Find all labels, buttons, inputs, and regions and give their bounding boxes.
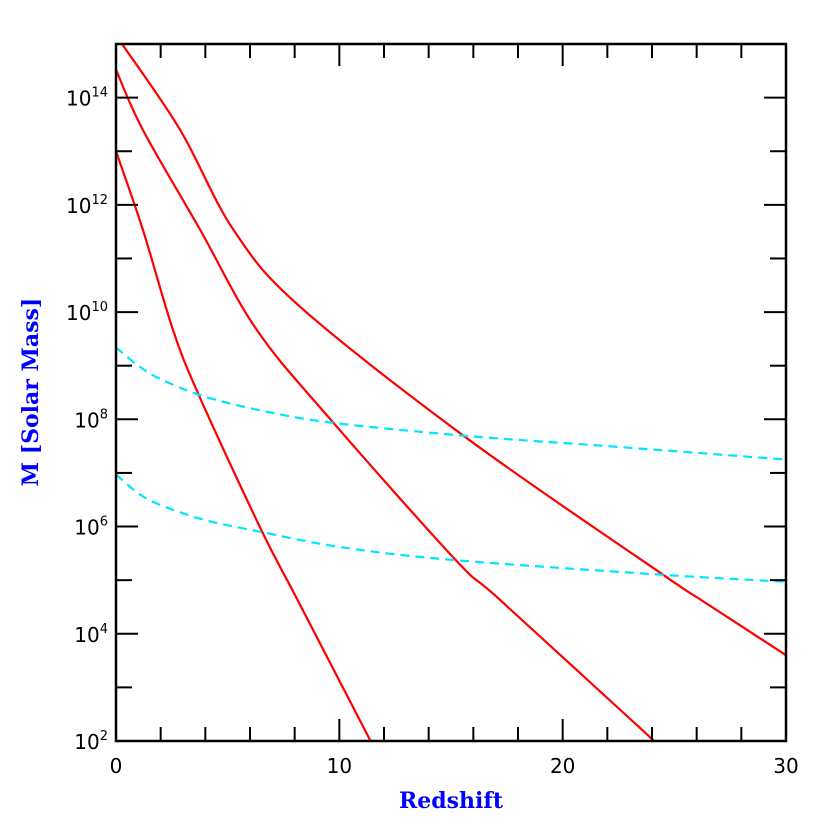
y-tick-label: 1012 <box>66 193 108 218</box>
ticks-group <box>115 43 787 742</box>
x-tick-label: 20 <box>550 754 575 778</box>
y-tick-label: 1014 <box>66 86 108 111</box>
series-line-2-solid <box>116 69 655 741</box>
y-tick-label: 106 <box>74 515 108 540</box>
x-axis-title: Redshift <box>399 788 504 814</box>
x-tick-label: 10 <box>327 754 352 778</box>
y-tick-label: 104 <box>74 622 108 647</box>
plot-frame <box>114 42 788 743</box>
x-tick-label: 0 <box>110 754 123 778</box>
y-tick-label: 108 <box>74 407 108 432</box>
series-line-3-solid <box>121 44 786 657</box>
tick-labels-group: 0 10 20 30 102 104 106 108 1010 1012 1014 <box>66 86 799 778</box>
y-tick-label: 102 <box>74 729 108 754</box>
series-line-1-solid <box>116 150 372 741</box>
series-group <box>116 44 786 741</box>
y-axis-title: M [Solar Mass] <box>18 298 44 487</box>
series-line-5-dashed <box>116 473 786 583</box>
x-tick-label: 30 <box>773 754 798 778</box>
y-tick-label: 1010 <box>66 300 108 325</box>
series-line-4-dashed <box>116 346 786 461</box>
